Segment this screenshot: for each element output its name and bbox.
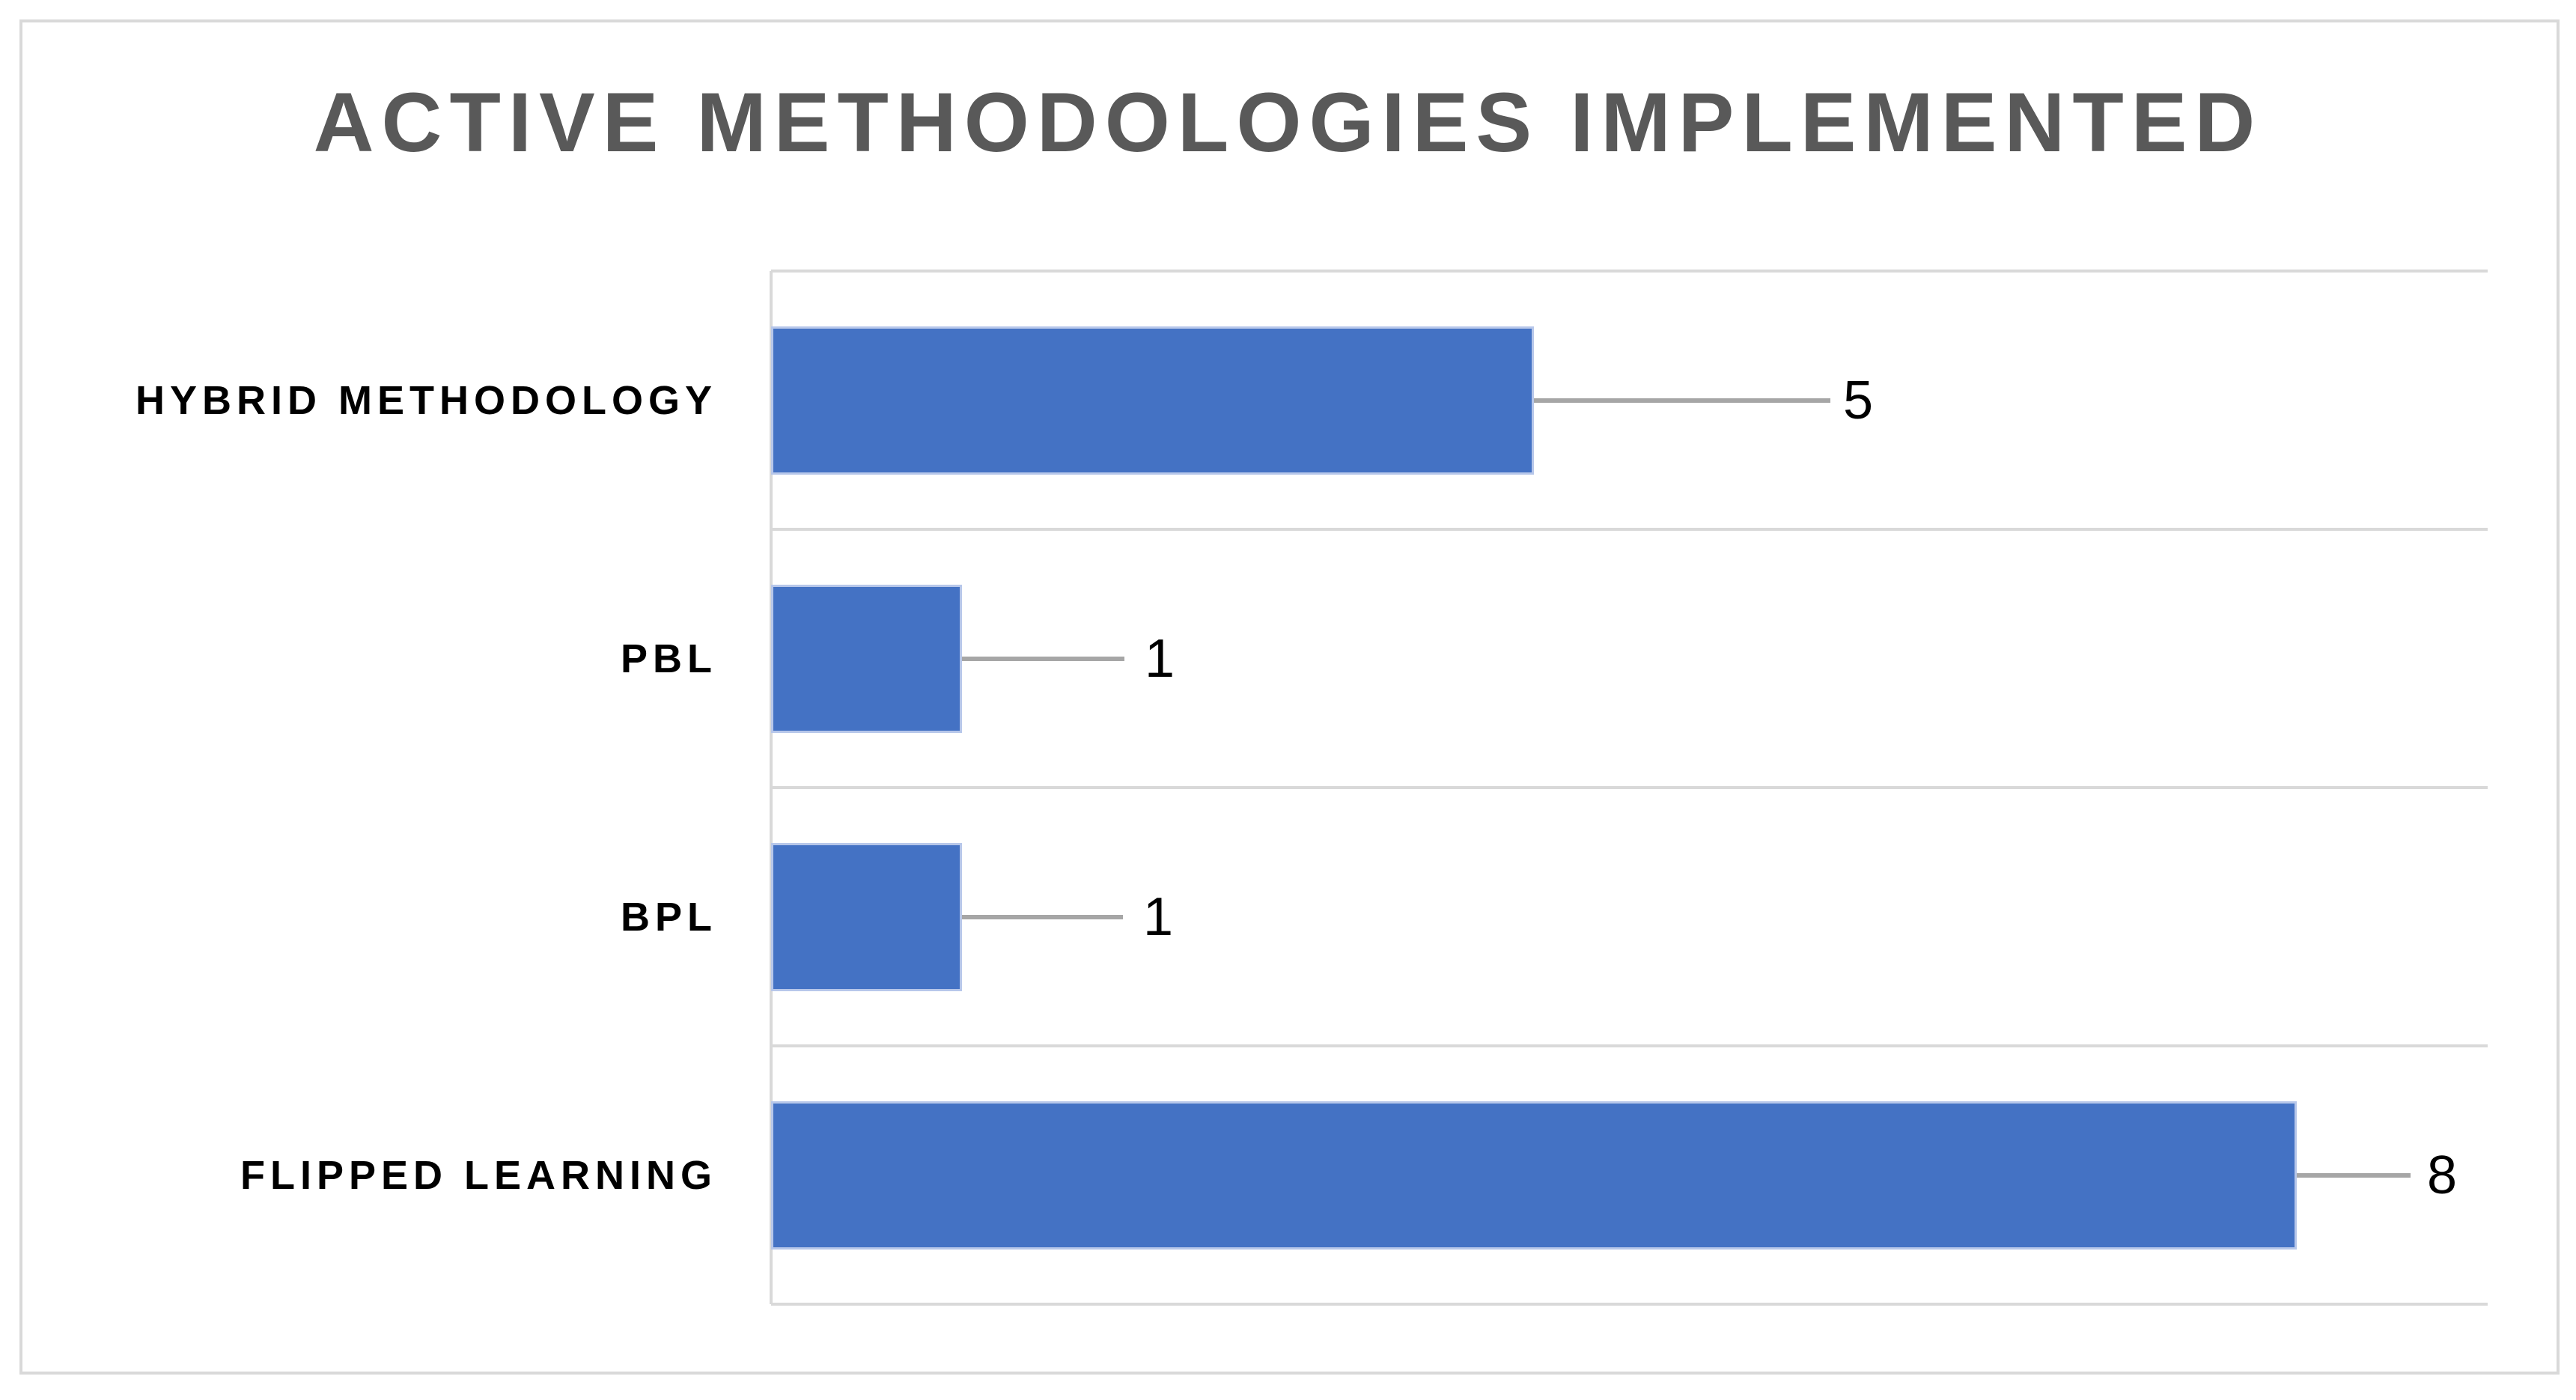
category-label-bpl: BPL	[621, 894, 717, 940]
gridline	[771, 1303, 2488, 1306]
category-label-flipped-learning: FLIPPED LEARNING	[240, 1152, 717, 1198]
data-label: 8	[2426, 1145, 2458, 1205]
bar-pbl	[771, 584, 962, 733]
gridline	[771, 786, 2488, 789]
gridline	[771, 528, 2488, 531]
bar-flipped-learning	[771, 1101, 2297, 1250]
category-label-hybrid-methodology: HYBRID METHODOLOGY	[135, 377, 717, 423]
chart-title: ACTIVE METHODOLOGIES IMPLEMENTED	[313, 76, 2263, 169]
data-label: 1	[1144, 629, 1175, 689]
gridline	[771, 1044, 2488, 1047]
category-label-pbl: PBL	[621, 636, 717, 681]
data-label-leader-line	[962, 657, 1124, 661]
plot-area: 5 1 1 8	[770, 270, 2488, 1306]
data-label: 5	[1842, 371, 1874, 430]
bar-bpl	[771, 842, 962, 991]
data-label: 1	[1142, 887, 1174, 947]
data-label-leader-line	[2297, 1173, 2411, 1178]
data-label-leader-line	[962, 915, 1123, 919]
data-label-leader-line	[1534, 398, 1830, 403]
bar-hybrid-methodology	[771, 326, 1534, 475]
gridline	[771, 270, 2488, 273]
